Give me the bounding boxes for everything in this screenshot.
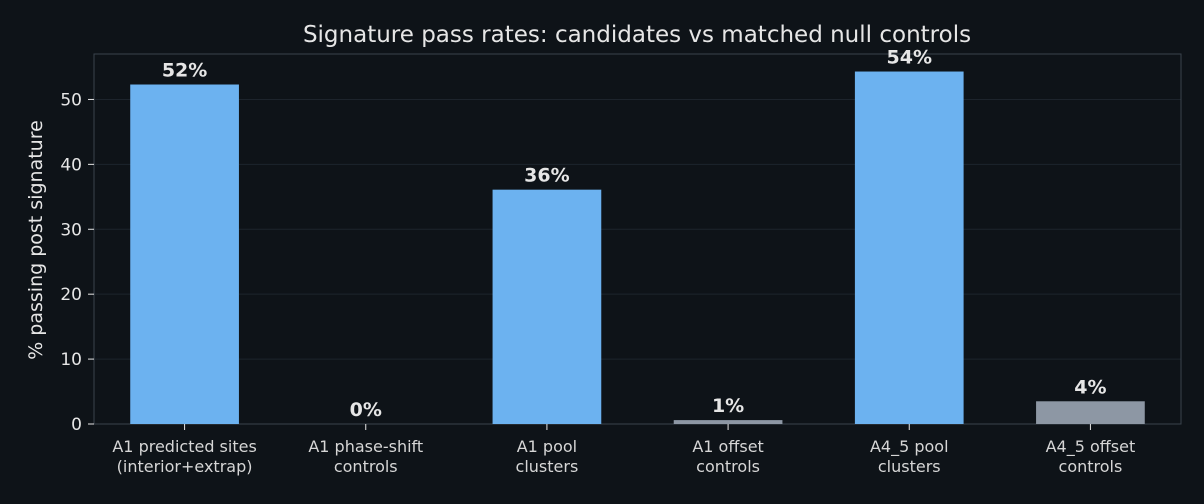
chart-title: Signature pass rates: candidates vs matc… xyxy=(303,22,971,48)
x-tick-label: A1 predicted sites (interior+extrap) xyxy=(112,437,256,476)
bar xyxy=(673,420,783,424)
bar-value-label: 0% xyxy=(350,399,382,421)
bars xyxy=(130,71,1145,425)
x-tick-label: A1 pool clusters xyxy=(516,437,579,476)
bar-value-label: 1% xyxy=(712,395,744,417)
y-axis-label: % passing post signature xyxy=(25,120,47,360)
x-tick-label: A4_5 pool clusters xyxy=(870,437,949,476)
bar-value-label: 52% xyxy=(162,60,207,82)
bar-value-label: 36% xyxy=(524,165,569,187)
y-tick-label: 30 xyxy=(60,220,82,240)
bar xyxy=(130,84,239,424)
bar xyxy=(492,189,602,424)
y-axis-ticks: 0 10 20 30 40 50 xyxy=(60,90,94,435)
bar xyxy=(854,71,964,425)
x-tick-label: A1 offset controls xyxy=(692,437,763,476)
x-tick-label: A1 phase-shift controls xyxy=(308,437,423,476)
bar xyxy=(1036,401,1145,424)
y-tick-label: 20 xyxy=(60,285,82,305)
gridlines xyxy=(94,98,1181,360)
y-tick-label: 10 xyxy=(60,350,82,370)
bar-value-label: 54% xyxy=(887,47,932,69)
plot-area-frame xyxy=(93,53,1182,425)
y-tick-label: 50 xyxy=(60,90,82,110)
data-labels: 52% 0% 36% 1% 54% 4% xyxy=(162,47,1107,421)
x-axis-ticks: A1 predicted sites (interior+extrap) A1 ph… xyxy=(112,424,1135,476)
y-tick-label: 0 xyxy=(71,415,82,435)
x-tick-label: A4_5 offset controls xyxy=(1046,437,1136,476)
y-tick-label: 40 xyxy=(60,155,82,175)
bar-value-label: 4% xyxy=(1074,376,1106,398)
